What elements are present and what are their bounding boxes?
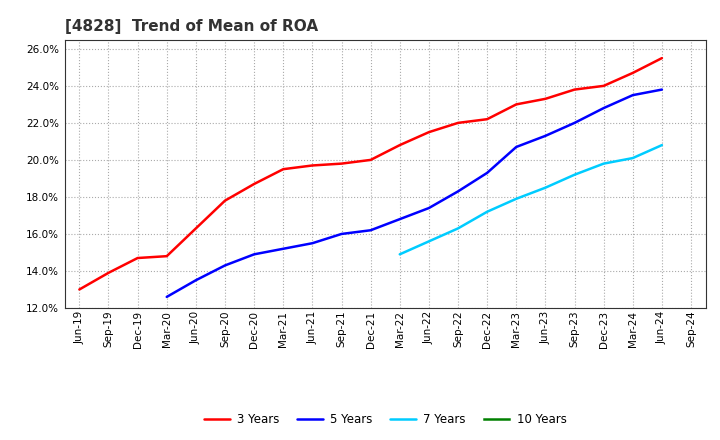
5 Years bbox=[454, 189, 462, 194]
Text: [4828]  Trend of Mean of ROA: [4828] Trend of Mean of ROA bbox=[65, 19, 318, 34]
5 Years bbox=[657, 87, 666, 92]
3 Years bbox=[337, 161, 346, 166]
5 Years bbox=[279, 246, 287, 251]
5 Years bbox=[570, 120, 579, 125]
7 Years bbox=[425, 239, 433, 244]
7 Years bbox=[629, 155, 637, 161]
Line: 7 Years: 7 Years bbox=[400, 145, 662, 254]
5 Years bbox=[366, 227, 375, 233]
3 Years bbox=[395, 143, 404, 148]
3 Years bbox=[75, 287, 84, 292]
Line: 5 Years: 5 Years bbox=[167, 90, 662, 297]
3 Years bbox=[279, 166, 287, 172]
3 Years bbox=[657, 55, 666, 61]
3 Years bbox=[192, 226, 200, 231]
7 Years bbox=[657, 143, 666, 148]
Line: 3 Years: 3 Years bbox=[79, 58, 662, 290]
5 Years bbox=[599, 106, 608, 111]
3 Years bbox=[163, 253, 171, 259]
7 Years bbox=[541, 185, 550, 191]
7 Years bbox=[483, 209, 492, 214]
3 Years bbox=[133, 255, 142, 260]
3 Years bbox=[366, 157, 375, 162]
3 Years bbox=[629, 70, 637, 76]
5 Years bbox=[250, 252, 258, 257]
7 Years bbox=[512, 196, 521, 202]
5 Years bbox=[337, 231, 346, 237]
5 Years bbox=[192, 278, 200, 283]
3 Years bbox=[512, 102, 521, 107]
5 Years bbox=[541, 133, 550, 139]
3 Years bbox=[425, 129, 433, 135]
5 Years bbox=[220, 263, 229, 268]
3 Years bbox=[570, 87, 579, 92]
3 Years bbox=[483, 117, 492, 122]
5 Years bbox=[395, 216, 404, 222]
5 Years bbox=[483, 170, 492, 176]
3 Years bbox=[104, 270, 113, 275]
7 Years bbox=[395, 252, 404, 257]
3 Years bbox=[220, 198, 229, 203]
7 Years bbox=[599, 161, 608, 166]
5 Years bbox=[425, 205, 433, 211]
7 Years bbox=[454, 226, 462, 231]
7 Years bbox=[570, 172, 579, 177]
3 Years bbox=[250, 181, 258, 187]
3 Years bbox=[308, 163, 317, 168]
Legend: 3 Years, 5 Years, 7 Years, 10 Years: 3 Years, 5 Years, 7 Years, 10 Years bbox=[199, 408, 571, 431]
5 Years bbox=[308, 241, 317, 246]
3 Years bbox=[454, 120, 462, 125]
5 Years bbox=[163, 294, 171, 300]
3 Years bbox=[541, 96, 550, 102]
5 Years bbox=[629, 92, 637, 98]
3 Years bbox=[599, 83, 608, 88]
5 Years bbox=[512, 144, 521, 150]
